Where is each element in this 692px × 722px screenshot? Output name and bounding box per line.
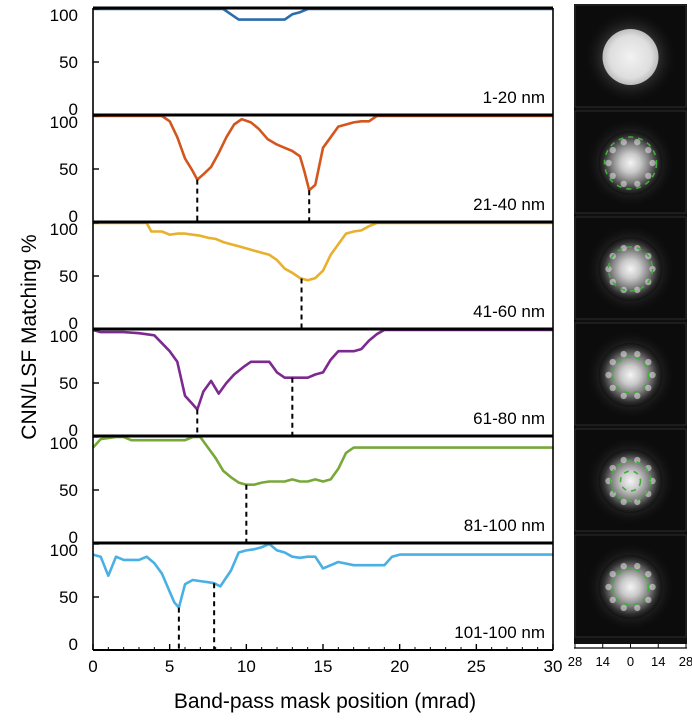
series-line-1	[93, 7, 553, 21]
diffraction-pattern	[598, 343, 663, 407]
panel-3: 0 50 100 41-60 nm	[50, 220, 554, 333]
thumb-tick-label: 28	[568, 654, 582, 669]
x-tick-label: 20	[390, 657, 409, 676]
y-tick-label: 50	[59, 588, 78, 607]
series-line-2	[93, 114, 553, 192]
x-axis-title: Band-pass mask position (mrad)	[174, 690, 476, 713]
thumbnail-3	[574, 216, 687, 320]
thumbnail-1	[574, 4, 687, 108]
y-axis-title: CNN/LSF Matching %	[18, 234, 41, 439]
thumb-tick-label: 14	[651, 654, 665, 669]
panel-2: 0 50 100 21-40 nm	[50, 113, 554, 226]
series-line-6	[92, 542, 553, 609]
y-tick-label: 0	[69, 100, 78, 119]
y-tick-label: 0	[69, 528, 78, 547]
panel-label-1: 1-20 nm	[483, 88, 545, 107]
thumbnail-6	[574, 534, 687, 638]
x-tick-label: 5	[165, 657, 174, 676]
y-tick-label: 0	[69, 635, 78, 654]
diffraction-pattern	[598, 131, 663, 195]
series-line-3	[93, 221, 553, 282]
thumb-tick-label: 0	[627, 654, 634, 669]
x-tick-label: 30	[544, 657, 563, 676]
y-tick-label: 100	[50, 113, 78, 132]
mask-ring	[603, 136, 658, 190]
panel-6: 0 50 100 101-100 nm	[50, 541, 554, 654]
y-tick-label: 50	[59, 160, 78, 179]
mask-ring	[611, 568, 650, 606]
thumbnail-5	[574, 428, 687, 532]
y-tick-label: 50	[59, 374, 78, 393]
panel-label-3: 41-60 nm	[473, 302, 545, 321]
y-tick-label: 0	[69, 314, 78, 333]
thumb-tick-label: 14	[596, 654, 610, 669]
panel-5: 0 50 100 81-100 nm	[50, 434, 554, 547]
x-axis: 0 5 10 15 20 25 30	[88, 644, 562, 676]
y-tick-label: 100	[50, 541, 78, 560]
mask-ring	[611, 356, 650, 394]
x-tick-label: 10	[237, 657, 256, 676]
y-tick-label: 50	[59, 53, 78, 72]
thumb-tick-label: 28	[679, 654, 692, 669]
y-tick-label: 50	[59, 481, 78, 500]
bright-disk	[602, 29, 659, 85]
diffraction-pattern	[598, 555, 663, 619]
panel-label-5: 81-100 nm	[464, 516, 545, 535]
x-tick-label: 0	[88, 657, 97, 676]
panel-label-4: 61-80 nm	[473, 409, 545, 428]
thumbnail-4	[574, 322, 687, 426]
mask-ring	[609, 460, 652, 502]
y-tick-label: 50	[59, 267, 78, 286]
x-tick-label: 15	[314, 657, 333, 676]
y-tick-label: 100	[50, 6, 78, 25]
panel-label-2: 21-40 nm	[473, 195, 545, 214]
panel-4: 0 50 100 61-80 nm	[50, 327, 554, 440]
mask-ring	[619, 470, 642, 492]
y-tick-label: 0	[69, 421, 78, 440]
diffraction-thumbnails: 28 14 0 14 28	[568, 4, 692, 669]
panel-label-6: 101-100 nm	[454, 623, 545, 642]
series-line-4	[92, 328, 553, 411]
y-tick-label: 0	[69, 207, 78, 226]
series-line-5	[92, 435, 553, 487]
y-tick-label: 100	[50, 434, 78, 453]
panel-1: 0 50 100 1-20 nm	[50, 6, 554, 119]
x-tick-label: 25	[467, 657, 486, 676]
y-tick-label: 100	[50, 327, 78, 346]
y-tick-label: 100	[50, 220, 78, 239]
diffraction-pattern	[598, 449, 663, 513]
mask-ring	[607, 246, 654, 292]
thumbnail-2	[574, 110, 687, 214]
